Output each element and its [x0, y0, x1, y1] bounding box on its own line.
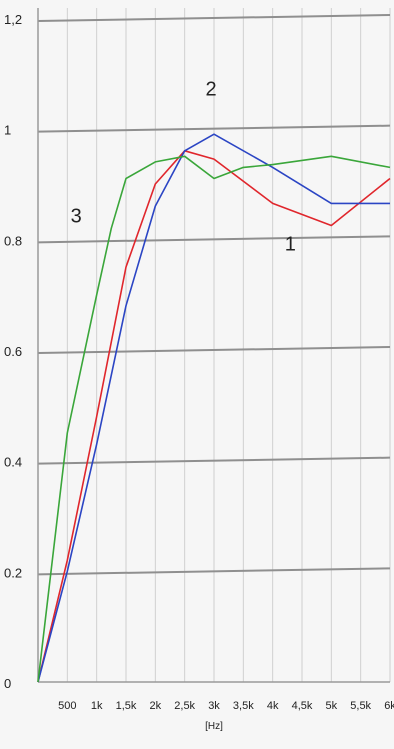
y-tick-label: 0.4 — [4, 455, 22, 470]
series-label-1: 1 — [285, 233, 296, 255]
x-tick-label: 1k — [91, 700, 103, 712]
x-tick-label: 5k — [326, 700, 338, 712]
y-tick-label: 0.8 — [4, 233, 22, 248]
x-tick-label: 1,5k — [116, 700, 137, 712]
y-tick-label: 0.6 — [4, 344, 22, 359]
y-gridline — [37, 124, 391, 133]
y-gridline — [37, 14, 391, 22]
x-tick-label: 4k — [267, 700, 279, 712]
y-tick-label: 0.2 — [4, 565, 22, 580]
x-tick-label: 5,5k — [350, 700, 371, 712]
x-tick-label: 3,5k — [233, 700, 254, 712]
x-tick-label: 2k — [150, 700, 162, 712]
series-line-3 — [37, 155, 391, 683]
series-line-2 — [37, 133, 390, 683]
y-tick-label: 1 — [4, 123, 11, 138]
grid — [37, 8, 391, 682]
x-tick-label: 6k — [384, 700, 394, 712]
axes — [37, 8, 390, 683]
y-tick-label: 1,2 — [4, 12, 22, 27]
labels: 500 1k 1,5k 2k 2,5k 3k 3,5k 4k 4,5k 5k 5,5k 6k 0 0.2 0… — [4, 12, 394, 732]
series-label-2: 2 — [206, 78, 217, 100]
series-label-3: 3 — [71, 206, 82, 228]
x-axis-label: [Hz] — [205, 721, 223, 732]
series-line-1 — [37, 150, 391, 683]
y-gridline — [37, 235, 391, 244]
y-gridline — [37, 346, 391, 354]
series-lines — [37, 133, 391, 683]
x-tick-label: 500 — [58, 700, 76, 712]
y-gridline — [37, 567, 391, 576]
x-tick-label: 2,5k — [174, 700, 195, 712]
x-tick-label: 4,5k — [292, 700, 313, 712]
x-tick-label: 3k — [208, 700, 220, 712]
y-tick-label: 0 — [4, 676, 11, 691]
y-gridline — [37, 456, 391, 465]
